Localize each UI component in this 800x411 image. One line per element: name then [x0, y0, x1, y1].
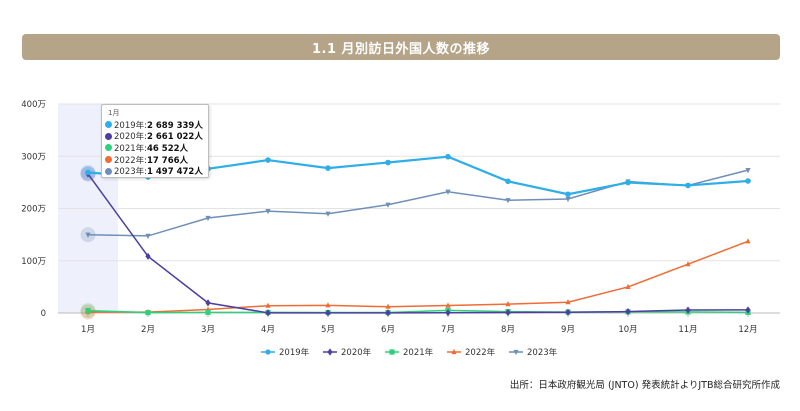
data-point [505, 198, 511, 204]
data-point [745, 238, 751, 244]
tooltip-row: 2022年: 17 766人 [102, 154, 208, 166]
tooltip-row: 2021年: 46 522人 [102, 142, 208, 154]
data-point [145, 252, 151, 260]
y-tick-label: 300万 [21, 152, 46, 162]
data-point [265, 209, 271, 215]
x-tick-label: 3月 [201, 325, 215, 335]
data-point [265, 309, 271, 317]
x-tick-label: 9月 [561, 325, 575, 335]
legend-swatch-marker [451, 348, 457, 355]
data-point [145, 233, 151, 240]
data-point [385, 159, 391, 166]
data-point [565, 308, 571, 316]
tooltip-series-value: 17 766人 [147, 155, 189, 166]
tooltip-row: 2020年: 2 661 022人 [102, 131, 208, 143]
data-point [445, 309, 451, 317]
data-point [325, 302, 331, 308]
x-tick-label: 1月 [81, 325, 95, 335]
data-point [385, 309, 391, 317]
tooltip-series-value: 46 522人 [147, 143, 189, 154]
tooltip-series-value: 1 497 472人 [147, 167, 203, 178]
x-tick-label: 7月 [441, 325, 455, 335]
tooltip-row: 2023年: 1 497 472人 [102, 165, 208, 177]
data-point [445, 153, 451, 160]
x-tick-label: 10月 [618, 325, 637, 335]
series-color-dot [105, 132, 112, 140]
chart-title-bar: 1.1 月別訪日外国人数の推移 [22, 34, 780, 60]
data-point [445, 189, 451, 195]
series-line [87, 173, 749, 314]
data-point [565, 196, 571, 203]
data-point [505, 308, 511, 317]
series-color-dot [105, 167, 112, 175]
series-color-dot [105, 121, 112, 129]
data-point [685, 182, 691, 189]
data-point [745, 168, 751, 174]
x-tick-label: 4月 [261, 325, 275, 335]
data-point [565, 191, 571, 198]
legend-label: 2022年 [465, 347, 496, 358]
data-point [685, 261, 691, 267]
data-point [145, 310, 151, 316]
data-point [265, 157, 271, 163]
data-point [85, 169, 91, 176]
tooltip-series-label: 2022年: [114, 155, 147, 166]
legend-swatch-marker [389, 349, 395, 355]
y-tick-label: 200万 [21, 205, 46, 215]
series-color-dot [105, 144, 112, 152]
data-point [685, 306, 691, 314]
tooltip-series-value: 2 689 339人 [147, 120, 203, 131]
data-point [745, 178, 751, 184]
series-color-dot [105, 156, 112, 164]
data-point [85, 307, 91, 314]
series-line [87, 240, 749, 313]
data-point [325, 211, 331, 217]
tooltip-series-label: 2021年: [114, 143, 147, 154]
data-point [625, 283, 631, 290]
data-point [385, 202, 391, 208]
y-tick-label: 0 [41, 309, 46, 319]
tooltip-row: 2019年: 2 689 339人 [102, 119, 208, 131]
x-tick-label: 8月 [501, 325, 515, 335]
legend-swatch-marker [513, 349, 519, 356]
legend-label: 2023年 [527, 347, 558, 358]
data-point [325, 165, 331, 171]
legend-label: 2021年 [403, 347, 434, 358]
tooltip-series-label: 2020年: [114, 132, 147, 143]
data-point [625, 179, 631, 186]
legend-label: 2020年 [341, 347, 372, 358]
data-point [325, 309, 331, 317]
tooltip-series-label: 2019年: [114, 120, 147, 131]
data-point [745, 306, 751, 314]
x-tick-label: 2月 [141, 325, 155, 335]
legend-swatch-marker [265, 349, 271, 355]
x-tick-label: 12月 [738, 325, 757, 335]
data-point [205, 299, 211, 307]
legend-label: 2019年 [279, 347, 310, 358]
data-point [265, 302, 271, 308]
tooltip-category: 1月 [108, 109, 120, 117]
data-point [505, 301, 511, 307]
x-tick-label: 5月 [321, 325, 335, 335]
chart-title: 1.1 月別訪日外国人数の推移 [311, 41, 491, 57]
legend-swatch-marker [327, 348, 333, 356]
data-point [205, 215, 211, 222]
data-point [625, 307, 631, 316]
y-tick-label: 100万 [21, 257, 46, 267]
tooltip-series-value: 2 661 022人 [147, 132, 203, 143]
series-line [87, 169, 749, 237]
y-tick-label: 400万 [21, 100, 46, 110]
data-point [445, 302, 451, 308]
source-note: 出所：日本政府観光局 (JNTO) 発表統計よりJTB総合研究所作成 [509, 380, 780, 391]
x-tick-label: 11月 [678, 325, 697, 335]
data-point [385, 303, 391, 309]
data-point [565, 299, 571, 305]
data-point [505, 178, 511, 185]
hover-tooltip: 1月 2019年: 2 689 339人 2020年: 2 661 022人 2… [101, 104, 209, 178]
data-point [205, 309, 211, 315]
x-tick-label: 6月 [381, 325, 395, 335]
data-point [85, 232, 91, 238]
tooltip-series-label: 2023年: [114, 167, 147, 178]
